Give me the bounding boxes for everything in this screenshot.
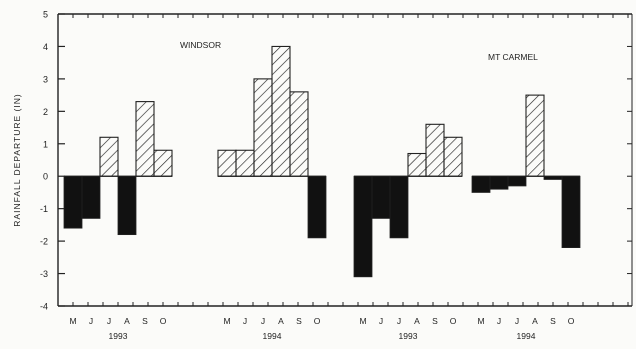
month-tick-label: A <box>278 316 284 326</box>
bar-negative <box>117 175 137 236</box>
month-tick-label: J <box>89 316 93 326</box>
year-label: 1994 <box>517 331 536 341</box>
bar-positive <box>443 136 463 177</box>
y-tick-label: 2 <box>43 107 48 117</box>
bar-negative <box>81 175 101 219</box>
bar-positive <box>135 101 155 177</box>
month-tick-label: S <box>142 316 148 326</box>
month-tick-label: J <box>515 316 519 326</box>
month-tick-label: O <box>568 316 575 326</box>
station-annotation-mt-carmel: MT CARMEL <box>488 52 538 62</box>
bar-positive <box>525 94 545 177</box>
y-tick-label: 0 <box>43 172 48 182</box>
month-tick-label: J <box>497 316 501 326</box>
station-annotation-windsor: WINDSOR <box>180 40 221 50</box>
y-tick-label: 3 <box>43 74 48 84</box>
month-tick-label: A <box>532 316 538 326</box>
year-label: 1993 <box>109 331 128 341</box>
bar-positive <box>271 45 291 177</box>
y-tick-label: 1 <box>43 139 48 149</box>
y-tick-label: -1 <box>40 204 48 214</box>
bar-positive <box>253 78 273 177</box>
month-tick-label: J <box>261 316 265 326</box>
month-tick-label: O <box>160 316 167 326</box>
bar-negative <box>63 175 83 229</box>
bar-negative <box>561 175 581 249</box>
bar-positive <box>153 149 173 177</box>
month-tick-label: J <box>107 316 111 326</box>
bar-negative <box>543 175 563 180</box>
month-tick-label: J <box>379 316 383 326</box>
month-tick-label: S <box>432 316 438 326</box>
year-label: 1994 <box>263 331 282 341</box>
month-tick-label: J <box>243 316 247 326</box>
y-tick-label: 5 <box>43 10 48 20</box>
bar-positive <box>425 123 445 177</box>
month-tick-label: M <box>69 316 76 326</box>
month-tick-label: M <box>359 316 366 326</box>
bar-negative <box>471 175 491 193</box>
y-axis-label: RAINFALL DEPARTURE (IN) <box>12 93 22 226</box>
bar-positive <box>407 152 427 177</box>
y-tick-label: -2 <box>40 237 48 247</box>
bar-negative <box>489 175 509 190</box>
bar-positive <box>235 149 255 177</box>
bar-negative <box>389 175 409 239</box>
bar-negative <box>507 175 527 187</box>
month-tick-label: S <box>550 316 556 326</box>
bar-positive <box>99 136 119 177</box>
bar-positive <box>289 91 309 177</box>
year-label: 1993 <box>399 331 418 341</box>
month-tick-label: S <box>296 316 302 326</box>
bar-negative <box>353 175 373 278</box>
month-tick-label: J <box>397 316 401 326</box>
month-tick-label: O <box>450 316 457 326</box>
y-tick-label: -3 <box>40 269 48 279</box>
month-tick-label: M <box>477 316 484 326</box>
month-tick-label: M <box>223 316 230 326</box>
month-tick-label: A <box>414 316 420 326</box>
y-tick-label: 4 <box>43 42 48 52</box>
month-tick-label: A <box>124 316 130 326</box>
bar-positive <box>217 149 237 177</box>
y-tick-label: -4 <box>40 302 48 312</box>
bar-negative <box>371 175 391 219</box>
bar-negative <box>307 175 327 239</box>
month-tick-label: O <box>314 316 321 326</box>
